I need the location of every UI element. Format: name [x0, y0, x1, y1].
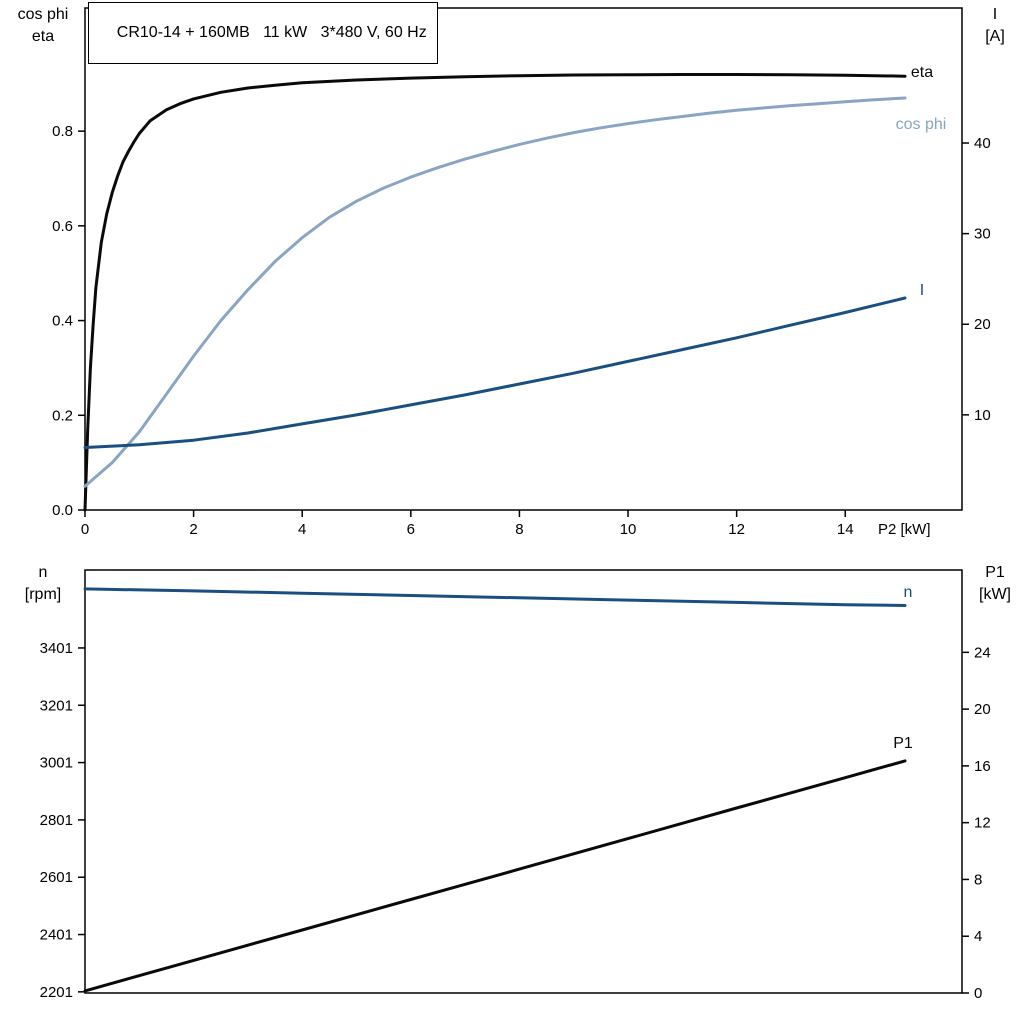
- axis-label-speed: n: [38, 564, 48, 581]
- svg-text:2: 2: [189, 521, 197, 538]
- upper-chart: 0 2 4 6 8 10 12 14 0.0 0.2 0.4 0.6 0.8 10 20 30 40 P2 [kW…: [52, 7, 991, 538]
- svg-text:10: 10: [974, 407, 991, 424]
- svg-text:12: 12: [728, 521, 745, 538]
- svg-text:2401: 2401: [40, 927, 73, 944]
- axis-label-p1-unit: [kW]: [979, 586, 1011, 603]
- lower-right-axis-label: P1 [kW]: [966, 562, 1024, 606]
- svg-text:0.2: 0.2: [52, 407, 73, 424]
- axis-label-speed-unit: [rpm]: [24, 586, 62, 603]
- svg-text:10: 10: [620, 521, 637, 538]
- chart-title-box: CR10-14 + 160MB 11 kW 3*480 V, 60 Hz: [88, 2, 438, 64]
- svg-text:0.4: 0.4: [52, 313, 73, 330]
- svg-text:P2 [kW]: P2 [kW]: [878, 521, 931, 538]
- axis-label-p1: P1: [985, 564, 1005, 581]
- svg-text:0.8: 0.8: [52, 123, 73, 140]
- axis-label-current-unit: [A]: [985, 28, 1005, 45]
- svg-text:3201: 3201: [40, 697, 73, 714]
- axis-label-current: I: [992, 6, 998, 23]
- svg-text:0.0: 0.0: [52, 502, 73, 519]
- svg-text:P1: P1: [893, 735, 913, 752]
- lower-chart: 2201 2401 2601 2801 3001 3201 3401 0 4 8 12 16 20 24 n…: [40, 569, 991, 1002]
- svg-text:30: 30: [974, 226, 991, 243]
- svg-text:0: 0: [974, 985, 982, 1002]
- axis-label-cos-phi: cos phi: [17, 6, 69, 23]
- svg-text:24: 24: [974, 644, 991, 661]
- svg-text:3401: 3401: [40, 640, 73, 657]
- svg-text:16: 16: [974, 758, 991, 775]
- upper-left-axis-label: cos phi eta: [0, 4, 86, 48]
- svg-text:I: I: [920, 282, 924, 299]
- chart-title: CR10-14 + 160MB 11 kW 3*480 V, 60 Hz: [116, 24, 427, 41]
- svg-text:cos phi: cos phi: [896, 116, 947, 133]
- svg-text:0.6: 0.6: [52, 218, 73, 235]
- lower-left-axis-label: n [rpm]: [0, 562, 86, 606]
- svg-text:20: 20: [974, 701, 991, 718]
- svg-text:n: n: [904, 584, 913, 601]
- svg-text:12: 12: [974, 815, 991, 832]
- svg-text:2801: 2801: [40, 812, 73, 829]
- svg-text:2601: 2601: [40, 869, 73, 886]
- svg-text:6: 6: [407, 521, 415, 538]
- svg-text:4: 4: [974, 928, 982, 945]
- svg-text:8: 8: [515, 521, 523, 538]
- svg-text:20: 20: [974, 316, 991, 333]
- svg-text:40: 40: [974, 135, 991, 152]
- svg-text:14: 14: [837, 521, 854, 538]
- svg-text:4: 4: [298, 521, 306, 538]
- axis-label-eta: eta: [31, 28, 55, 45]
- svg-text:8: 8: [974, 871, 982, 888]
- svg-text:2201: 2201: [40, 984, 73, 1001]
- upper-right-axis-label: I [A]: [966, 4, 1024, 48]
- svg-text:0: 0: [81, 521, 89, 538]
- svg-text:3001: 3001: [40, 755, 73, 772]
- svg-text:eta: eta: [911, 64, 933, 81]
